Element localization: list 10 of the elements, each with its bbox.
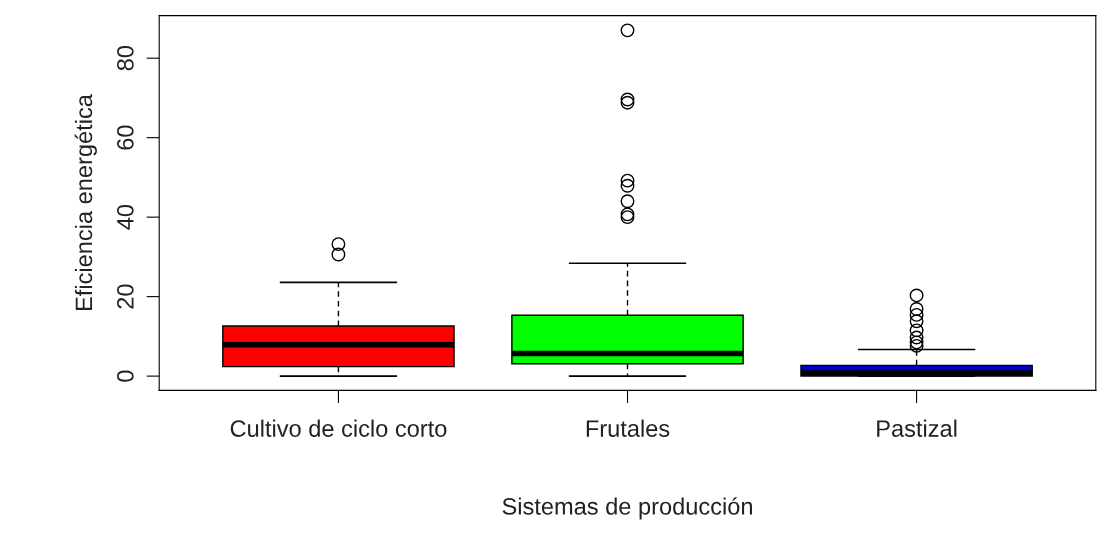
y-tick-label: 80	[116, 45, 134, 71]
y-tick-label: 60	[116, 125, 134, 150]
y-axis-title: Eficiencia energética	[74, 94, 97, 311]
x-tick-label: Frutales	[586, 419, 670, 437]
y-tick-label: 0	[116, 370, 134, 382]
x-tick-label: Pastizal	[877, 419, 957, 437]
y-tick-label: 20	[116, 284, 134, 309]
x-axis-title: Sistemas de producción	[502, 497, 752, 520]
y-tick-label: 40	[116, 204, 134, 230]
x-tick-label: Cultivo de ciclo corto	[230, 419, 447, 437]
